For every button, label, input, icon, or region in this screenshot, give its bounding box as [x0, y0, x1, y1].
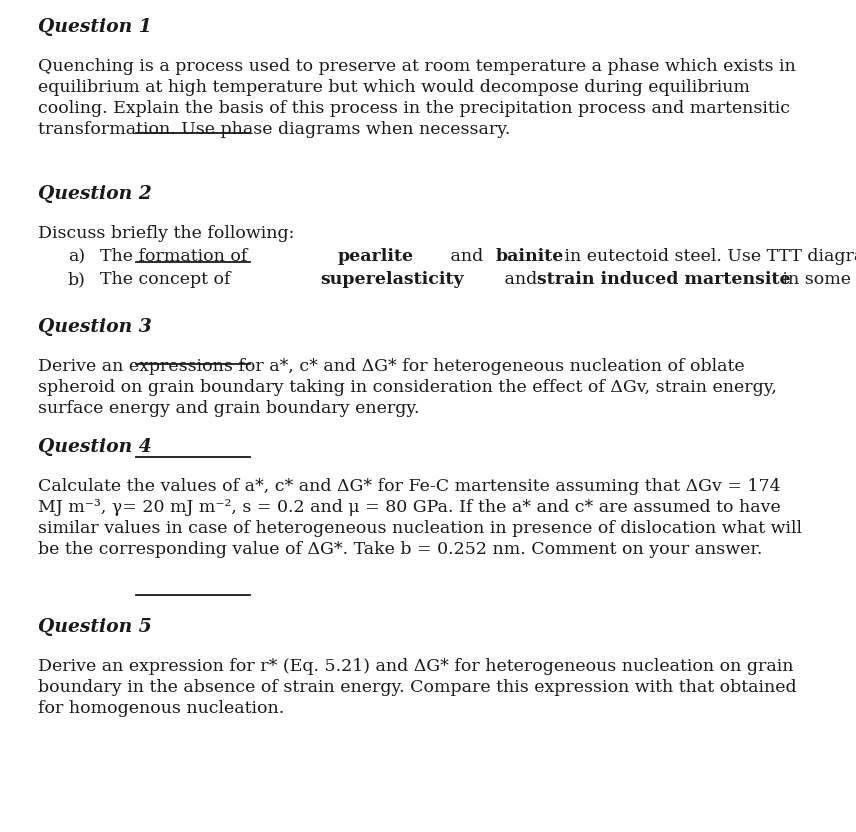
Text: Quenching is a process used to preserve at room temperature a phase which exists: Quenching is a process used to preserve … — [38, 58, 796, 75]
Text: in some alloys.: in some alloys. — [777, 271, 856, 288]
Text: Question 4: Question 4 — [38, 438, 152, 456]
Text: MJ m⁻³, γ= 20 mJ m⁻², s = 0.2 and μ = 80 GPa. If the a* and c* are assumed to ha: MJ m⁻³, γ= 20 mJ m⁻², s = 0.2 and μ = 80… — [38, 499, 781, 516]
Text: a): a) — [68, 248, 85, 265]
Text: and: and — [444, 248, 488, 265]
Text: Derive an expression for r* (Eq. 5.21) and ΔG* for heterogeneous nucleation on g: Derive an expression for r* (Eq. 5.21) a… — [38, 658, 794, 675]
Text: and: and — [499, 271, 543, 288]
Text: b): b) — [68, 271, 86, 288]
Text: surface energy and grain boundary energy.: surface energy and grain boundary energy… — [38, 400, 419, 417]
Text: similar values in case of heterogeneous nucleation in presence of dislocation wh: similar values in case of heterogeneous … — [38, 520, 802, 537]
Text: Question 5: Question 5 — [38, 618, 152, 636]
Text: Calculate the values of a*, c* and ΔG* for Fe-C martensite assuming that ΔGv = 1: Calculate the values of a*, c* and ΔG* f… — [38, 478, 781, 495]
Text: pearlite: pearlite — [337, 248, 413, 265]
Text: Question 2: Question 2 — [38, 185, 152, 203]
Text: bainite: bainite — [496, 248, 564, 265]
Text: transformation. Use phase diagrams when necessary.: transformation. Use phase diagrams when … — [38, 121, 510, 138]
Text: Derive an expressions for a*, c* and ΔG* for heterogeneous nucleation of oblate: Derive an expressions for a*, c* and ΔG*… — [38, 358, 745, 375]
Text: The concept of: The concept of — [100, 271, 236, 288]
Text: The formation of: The formation of — [100, 248, 253, 265]
Text: Question 3: Question 3 — [38, 318, 152, 336]
Text: equilibrium at high temperature but which would decompose during equilibrium: equilibrium at high temperature but whic… — [38, 79, 750, 96]
Text: in eutectoid steel. Use TTT diagram.: in eutectoid steel. Use TTT diagram. — [559, 248, 856, 265]
Text: spheroid on grain boundary taking in consideration the effect of ΔGv, strain ene: spheroid on grain boundary taking in con… — [38, 379, 777, 396]
Text: Discuss briefly the following:: Discuss briefly the following: — [38, 225, 294, 242]
Text: Question 1: Question 1 — [38, 18, 152, 36]
Text: be the corresponding value of ΔG*. Take b = 0.252 nm. Comment on your answer.: be the corresponding value of ΔG*. Take … — [38, 541, 763, 558]
Text: for homogenous nucleation.: for homogenous nucleation. — [38, 700, 284, 717]
Text: cooling. Explain the basis of this process in the precipitation process and mart: cooling. Explain the basis of this proce… — [38, 100, 790, 117]
Text: boundary in the absence of strain energy. Compare this expression with that obta: boundary in the absence of strain energy… — [38, 679, 797, 696]
Text: superelasticity: superelasticity — [320, 271, 464, 288]
Text: strain induced martensite: strain induced martensite — [538, 271, 791, 288]
